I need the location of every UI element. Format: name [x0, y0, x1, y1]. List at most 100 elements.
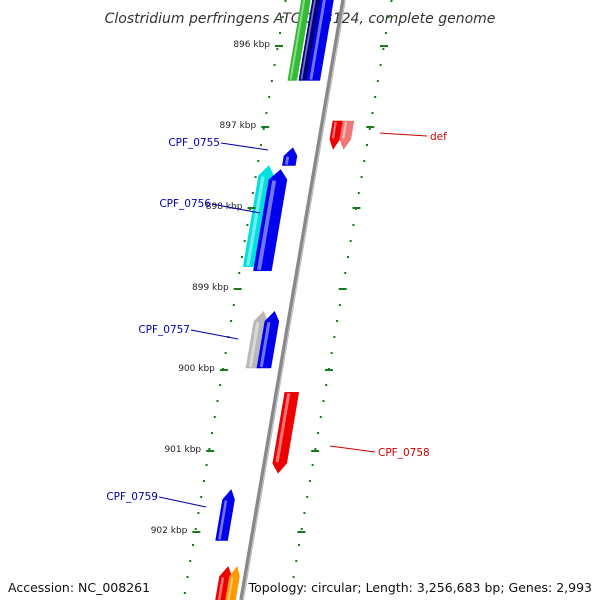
- gene-cpf-0755: [282, 147, 298, 166]
- gene-arrow: [306, 0, 334, 81]
- tick-dot-left: [192, 544, 194, 546]
- tick-dot-left: [208, 448, 211, 450]
- tick-dot-right: [295, 560, 298, 562]
- tick-dot-left: [197, 512, 200, 514]
- tick-dot-right: [319, 416, 322, 418]
- gene-label-cpf-0757[interactable]: CPF_0757: [138, 324, 190, 336]
- tick-dot-left: [213, 416, 216, 418]
- tick-dot-right: [387, 16, 390, 18]
- gene-layer: [215, 0, 355, 600]
- accession-label: Accession: NC_008261: [8, 580, 151, 595]
- gene-arrow: [329, 120, 344, 150]
- tick-dot-right: [349, 240, 352, 242]
- gene-arrow: [298, 0, 321, 81]
- gene-bevel: [218, 500, 228, 540]
- tick-dot-right: [368, 128, 371, 130]
- gene-label-cpf-0755[interactable]: CPF_0755: [168, 137, 220, 149]
- tick-dot-left: [279, 32, 282, 34]
- kbp-tick-label: 898 kbp: [206, 202, 243, 212]
- tick-dot-left: [186, 576, 189, 578]
- tick-dot-right: [371, 112, 374, 114]
- kbp-tick-label: 896 kbp: [233, 40, 270, 50]
- tick-dot-left: [251, 192, 254, 194]
- tick-dot-left: [232, 304, 235, 306]
- gene-label-cpf-0759[interactable]: CPF_0759: [106, 491, 158, 503]
- tick-dot-left: [268, 96, 271, 98]
- gene-cpf-0759: [215, 489, 235, 541]
- gene-bevel: [275, 393, 291, 463]
- gene-arrow: [282, 147, 298, 166]
- gene-bevel: [259, 322, 271, 368]
- gene-bevel: [285, 156, 290, 165]
- gene-label-def[interactable]: def: [430, 131, 447, 143]
- gene-label-leader: [158, 496, 207, 508]
- backbone-layer: [239, 0, 346, 600]
- tick-dot-right: [322, 400, 325, 402]
- kbp-tick-label: 899 kbp: [192, 283, 229, 293]
- tick-dot-right: [306, 496, 309, 498]
- tick-dot-left: [202, 480, 205, 482]
- tick-dot-left: [243, 240, 246, 242]
- tick-dot-left: [238, 272, 241, 274]
- gene-bevel: [227, 577, 234, 600]
- gene-feature-5: [253, 169, 288, 272]
- tick-dot-layer: [183, 0, 393, 594]
- gene-arrow: [339, 120, 355, 150]
- tick-dot-left: [284, 0, 287, 2]
- tick-dot-left: [265, 112, 268, 114]
- tick-dot-right: [357, 192, 360, 194]
- gene-feature-0: [287, 0, 311, 81]
- gene-bevel: [309, 0, 326, 80]
- tick-dot-right: [317, 432, 320, 434]
- tick-dot-right: [333, 336, 336, 338]
- tick-dot-left: [183, 592, 186, 594]
- tick-dot-right: [382, 48, 385, 50]
- tick-dot-right: [352, 224, 355, 226]
- gene-label-leader: [329, 445, 376, 453]
- tick-dot-left: [224, 352, 227, 354]
- tick-dot-right: [336, 320, 339, 322]
- gene-bevel: [246, 176, 265, 267]
- kbp-tick-label: 902 kbp: [151, 526, 188, 536]
- tick-dot-left: [194, 528, 197, 530]
- gene-feature-12: [339, 120, 355, 150]
- tick-dot-left: [230, 320, 233, 322]
- genome-summary: Topology: circular; Length: 3,256,683 bp…: [248, 580, 592, 595]
- tick-dot-right: [325, 384, 328, 386]
- tick-dot-right: [366, 144, 368, 146]
- kbp-tick-label: 897 kbp: [220, 121, 257, 131]
- tick-dot-left: [257, 160, 260, 162]
- kbp-tick-label: 900 kbp: [178, 364, 215, 374]
- tick-dot-right: [298, 544, 300, 546]
- gene-cpf-0758: [272, 392, 300, 474]
- tick-dot-left: [200, 496, 203, 498]
- gene-feature-7: [256, 310, 280, 369]
- gene-label-leader: [211, 203, 261, 214]
- gene-arrow: [287, 0, 311, 81]
- gene-bevel: [248, 322, 260, 368]
- gene-arrow: [256, 310, 280, 369]
- gene-feature-10: [225, 565, 240, 600]
- gene-arrow: [215, 489, 235, 541]
- gene-cpf-0756: [242, 165, 274, 267]
- kbp-tick-label: 901 kbp: [164, 445, 201, 455]
- tick-dot-left: [240, 256, 243, 258]
- gene-bevel: [217, 577, 225, 600]
- tick-dot-right: [344, 272, 347, 274]
- tick-dot-left: [281, 16, 284, 18]
- tick-dot-left: [189, 560, 192, 562]
- gene-label-leader: [190, 329, 239, 340]
- tick-dot-right: [374, 96, 377, 98]
- tick-dot-right: [308, 480, 311, 482]
- gene-label-cpf-0756[interactable]: CPF_0756: [159, 198, 211, 210]
- tick-label-layer: 896 kbp 897 kbp 898 kbp 899 kbp 900 kbp 901 k…: [151, 40, 388, 536]
- tick-dot-left: [246, 224, 249, 226]
- gene-label-leader: [220, 142, 269, 151]
- gene-arrow: [272, 392, 300, 474]
- tick-dot-right: [385, 32, 388, 34]
- tick-dot-left: [260, 144, 262, 146]
- gene-bevel: [257, 180, 277, 271]
- tick-dot-left: [219, 384, 222, 386]
- gene-label-cpf-0758[interactable]: CPF_0758: [378, 447, 430, 459]
